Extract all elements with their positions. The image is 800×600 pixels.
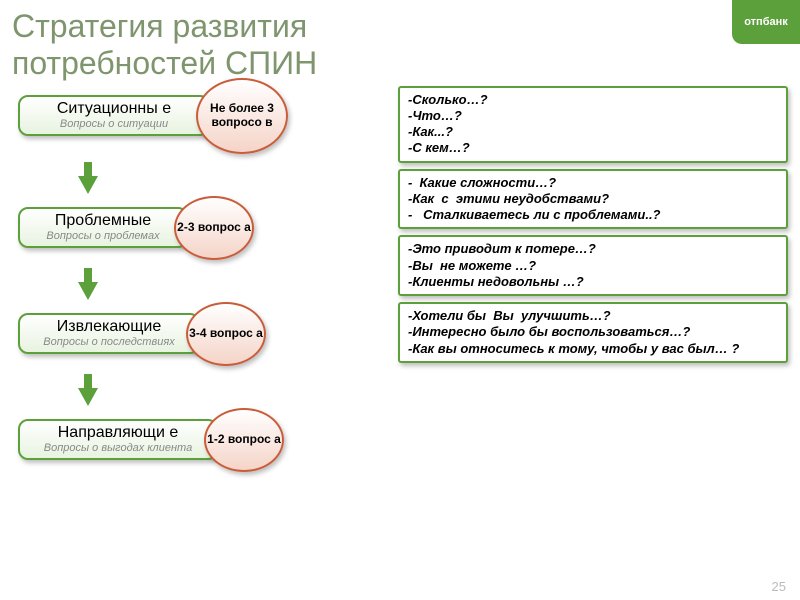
stage-box-problem: Проблемные Вопросы о проблемах (18, 207, 188, 248)
count-badge-1: Не более 3 вопросо в (196, 78, 288, 154)
count-badge-3: 3-4 вопрос а (186, 302, 266, 366)
stage-row-2: Проблемные Вопросы о проблемах 2-3 вопро… (18, 196, 388, 260)
page-title: Стратегия развития потребностей СПИН (0, 0, 800, 82)
count-badge-2: 2-3 вопрос а (174, 196, 254, 260)
arrow-down-icon (78, 176, 98, 194)
stage-title: Направляющи е (26, 425, 210, 442)
stage-title: Извлекающие (26, 319, 192, 336)
diagram-content: Ситуационны е Вопросы о ситуации Не боле… (0, 82, 800, 480)
example-text: -Сколько…? -Что…? -Как...? -С кем…? (408, 92, 778, 157)
example-text: -Хотели бы Вы улучшить…? -Интересно было… (408, 308, 778, 357)
count-badge-4: 1-2 вопрос а (204, 408, 284, 472)
page-number: 25 (772, 579, 786, 594)
example-box-2: - Какие сложности…? -Как с этими неудобс… (398, 169, 788, 230)
title-line-1: Стратегия развития (12, 8, 307, 44)
example-text: -Это приводит к потере…? -Вы не можете …… (408, 241, 778, 290)
stage-title: Ситуационны е (26, 101, 202, 118)
stage-row-4: Направляющи е Вопросы о выгодах клиента … (18, 408, 388, 472)
stage-box-situational: Ситуационны е Вопросы о ситуации (18, 95, 210, 136)
example-box-3: -Это приводит к потере…? -Вы не можете …… (398, 235, 788, 296)
example-text: - Какие сложности…? -Как с этими неудобс… (408, 175, 778, 224)
stages-column: Ситуационны е Вопросы о ситуации Не боле… (18, 86, 388, 480)
stage-row-3: Извлекающие Вопросы о последствиях 3-4 в… (18, 302, 388, 366)
example-box-4: -Хотели бы Вы улучшить…? -Интересно было… (398, 302, 788, 363)
stage-subtitle: Вопросы о последствиях (26, 336, 192, 348)
stage-subtitle: Вопросы о выгодах клиента (26, 442, 210, 454)
example-box-1: -Сколько…? -Что…? -Как...? -С кем…? (398, 86, 788, 163)
arrow-down-icon (78, 388, 98, 406)
stage-box-implication: Извлекающие Вопросы о последствиях (18, 313, 200, 354)
examples-column: -Сколько…? -Что…? -Как...? -С кем…? - Ка… (388, 86, 788, 480)
bank-logo: отпбанк (732, 0, 800, 44)
stage-row-1: Ситуационны е Вопросы о ситуации Не боле… (18, 78, 388, 154)
stage-box-needpayoff: Направляющи е Вопросы о выгодах клиента (18, 419, 218, 460)
stage-subtitle: Вопросы о ситуации (26, 118, 202, 130)
stage-subtitle: Вопросы о проблемах (26, 230, 180, 242)
title-line-2: потребностей СПИН (12, 45, 317, 81)
arrow-down-icon (78, 282, 98, 300)
stage-title: Проблемные (26, 213, 180, 230)
